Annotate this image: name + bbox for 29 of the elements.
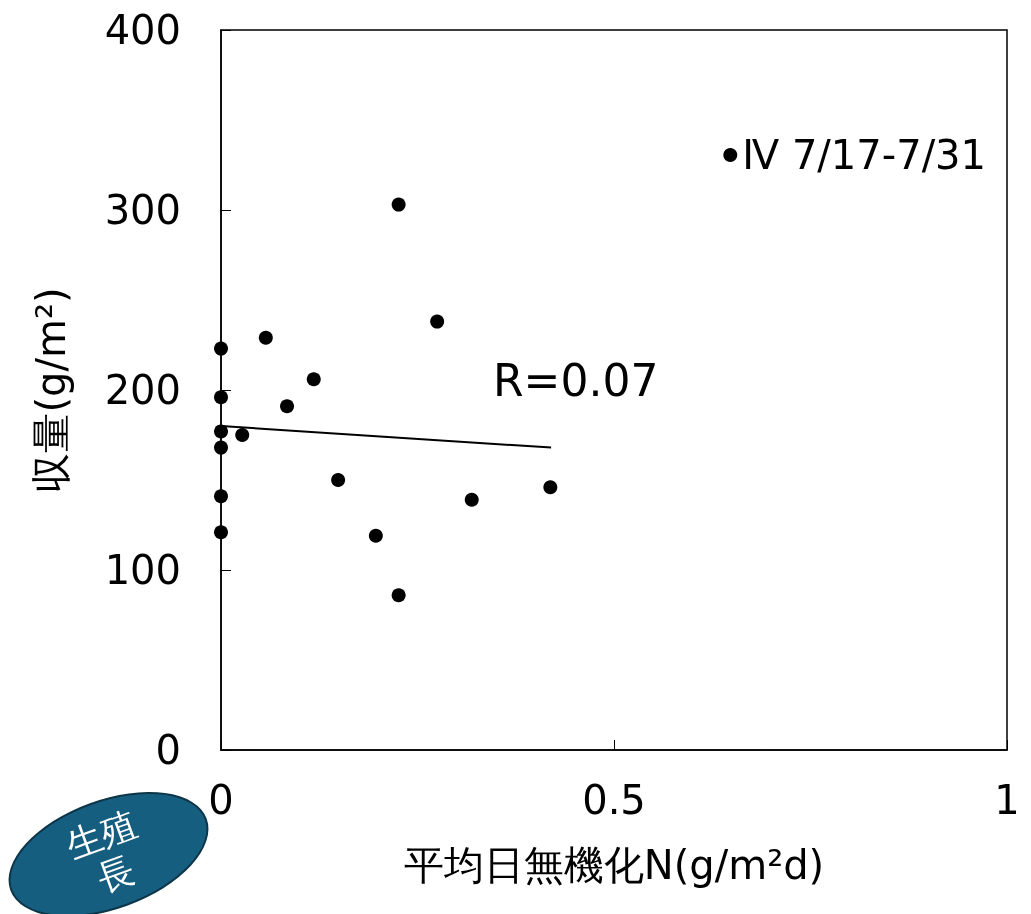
y-tick-label: 300 (104, 187, 181, 233)
point (235, 428, 250, 442)
y-tick-label: 100 (104, 547, 181, 593)
point (464, 492, 479, 507)
point (214, 525, 228, 540)
point (214, 341, 228, 356)
point (391, 197, 406, 212)
point (331, 473, 346, 487)
y-axis-title: 収量(g/m²) (28, 287, 74, 493)
point (280, 399, 295, 414)
point (258, 330, 273, 345)
point (214, 390, 228, 405)
y-tick-label: 200 (104, 367, 181, 413)
x-tick-label: 0 (208, 777, 234, 823)
y-tick-label: 400 (104, 7, 181, 53)
legend-label: Ⅳ 7/17-7/31 (742, 132, 987, 178)
x-tick-label: 0.5 (582, 777, 646, 823)
point (543, 480, 558, 495)
y-tick-label: 0 (155, 727, 181, 773)
point (368, 528, 383, 543)
point (430, 314, 445, 329)
x-axis-title: 平均日無機化N(g/m²d) (403, 842, 825, 888)
x-tick-label: 1 (994, 777, 1020, 823)
point (214, 424, 228, 439)
point (306, 372, 321, 387)
annotation: R=0.07 (493, 354, 659, 406)
point (391, 588, 406, 603)
point (214, 440, 228, 455)
point (214, 489, 228, 504)
